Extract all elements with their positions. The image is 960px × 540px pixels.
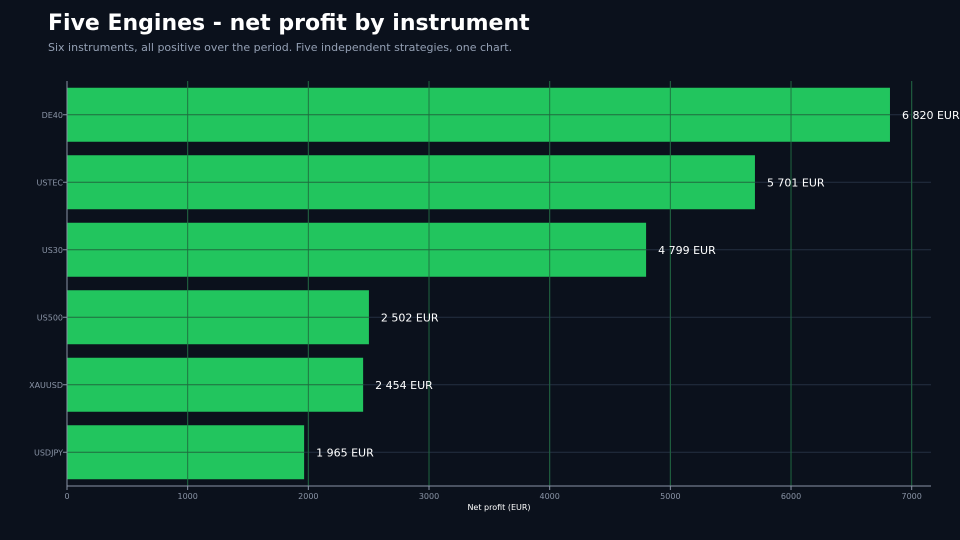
y-tick-label: USDJPY	[34, 448, 63, 457]
data-label: 5 701 EUR	[767, 176, 825, 189]
x-tick-label: 6000	[781, 492, 801, 501]
y-tick-label: USTEC	[37, 178, 64, 187]
data-label: 6 820 EUR	[902, 109, 960, 122]
chart-subtitle: Six instruments, all positive over the p…	[48, 41, 513, 54]
data-label: 1 965 EUR	[316, 446, 374, 459]
data-label: 2 454 EUR	[375, 379, 433, 392]
x-tick-label: 2000	[298, 492, 318, 501]
y-tick-label: XAUUSD	[29, 381, 63, 390]
x-axis-label: Net profit (EUR)	[467, 503, 530, 512]
data-label: 2 502 EUR	[381, 311, 439, 324]
x-tick-label: 0	[64, 492, 69, 501]
x-tick-label: 4000	[540, 492, 560, 501]
x-tick-label: 7000	[902, 492, 922, 501]
x-tick-label: 5000	[660, 492, 680, 501]
x-tick-label: 3000	[419, 492, 439, 501]
y-tick-label: US30	[42, 246, 63, 255]
y-tick-label: DE40	[42, 111, 63, 120]
x-tick-label: 1000	[177, 492, 197, 501]
chart-title: Five Engines - net profit by instrument	[48, 11, 530, 36]
y-tick-label: US500	[37, 313, 63, 322]
data-label: 4 799 EUR	[658, 244, 716, 257]
